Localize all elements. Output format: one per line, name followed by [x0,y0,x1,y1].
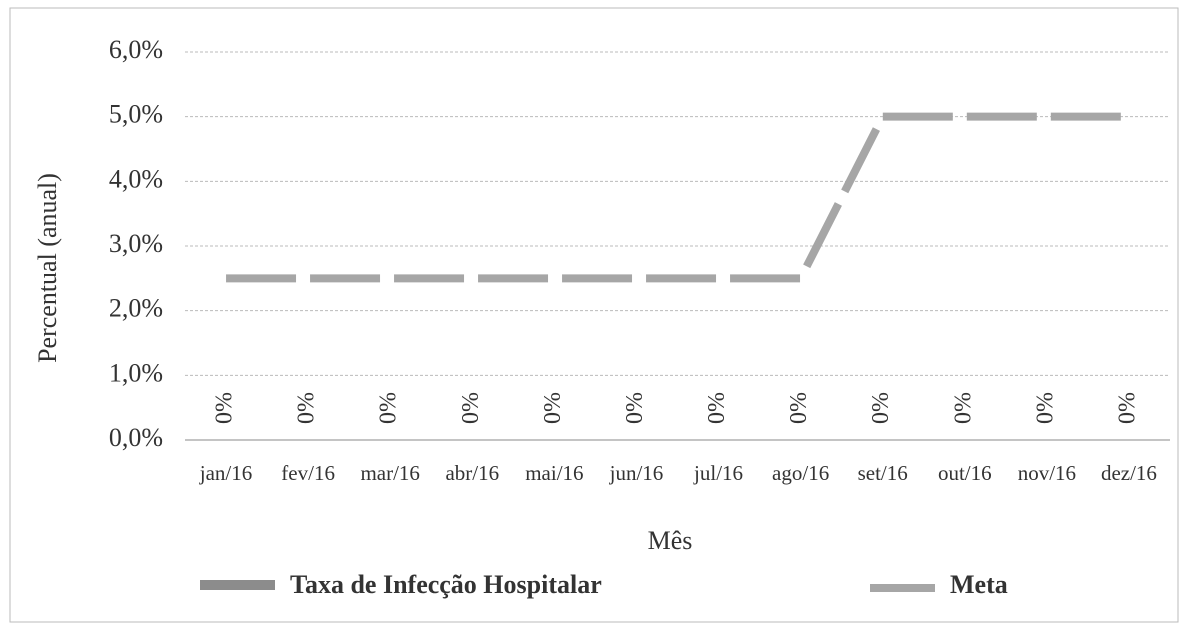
data-label: 0% [950,392,976,424]
x-tick-label: jun/16 [609,461,664,485]
x-tick-label: mar/16 [360,461,419,485]
data-label: 0% [786,392,812,424]
y-tick-label: 5,0% [109,100,163,129]
x-tick-label: mai/16 [525,461,583,485]
y-axis-title: Percentual (anual) [33,173,62,363]
data-label: 0% [376,392,402,424]
data-label: 0% [458,392,484,424]
x-tick-label: jan/16 [199,461,253,485]
data-label: 0% [622,392,648,424]
legend-swatch [200,580,275,590]
y-tick-label: 3,0% [109,229,163,258]
legend-label: Taxa de Infecção Hospitalar [290,570,602,599]
data-label: 0% [868,392,894,424]
x-tick-label: set/16 [858,461,908,485]
y-tick-label: 0,0% [109,423,163,452]
x-tick-label: out/16 [938,461,992,485]
data-label: 0% [1114,392,1140,424]
data-label: 0% [540,392,566,424]
data-label: 0% [1032,392,1058,424]
y-tick-label: 2,0% [109,294,163,323]
x-axis-title: Mês [648,526,693,555]
y-tick-label: 1,0% [109,358,163,387]
x-tick-label: dez/16 [1101,461,1157,485]
chart-border [9,7,1179,623]
x-tick-label: nov/16 [1018,461,1076,485]
x-tick-label: fev/16 [281,461,335,485]
y-tick-label: 4,0% [109,164,163,193]
data-label: 0% [294,392,320,424]
x-tick-label: jul/16 [693,461,743,485]
line [226,112,1129,283]
data-label: 0% [704,392,730,424]
y-tick-label: 6,0% [109,35,163,64]
x-tick-label: abr/16 [445,461,499,485]
x-tick-label: ago/16 [772,461,829,485]
legend-label: Meta [950,570,1008,599]
data-label: 0% [212,392,238,424]
